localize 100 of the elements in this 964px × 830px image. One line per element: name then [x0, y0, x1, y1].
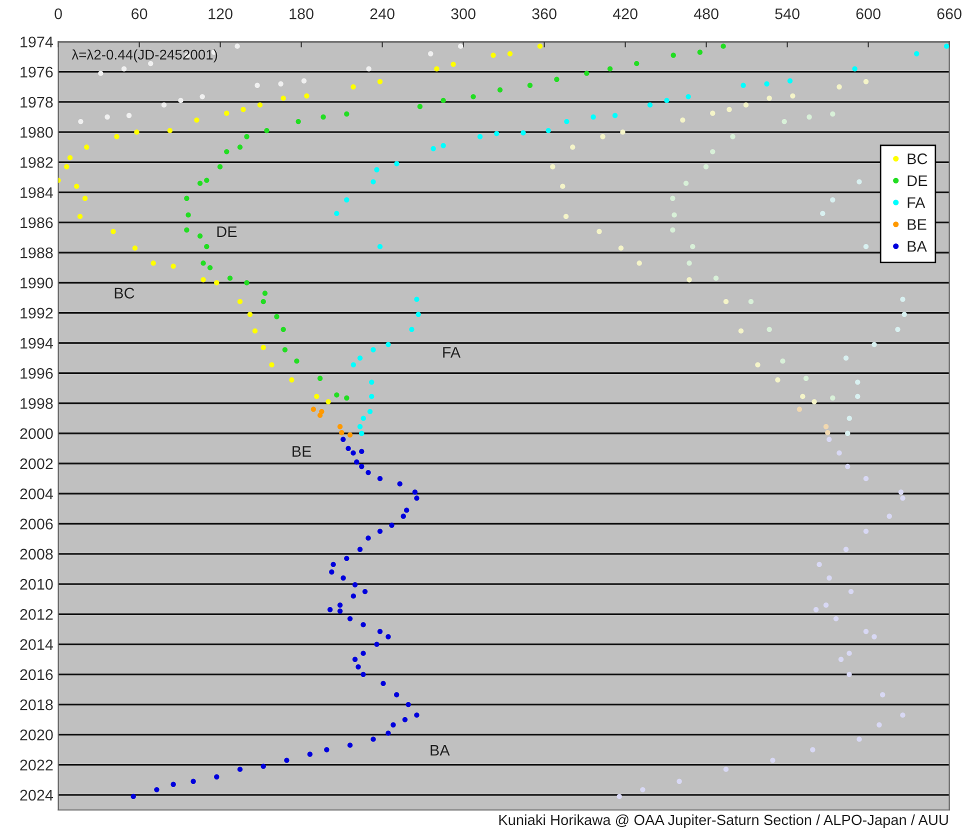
point [856, 736, 862, 742]
point [848, 588, 854, 594]
point [584, 70, 590, 76]
point [766, 326, 772, 332]
point [414, 296, 420, 302]
point [886, 514, 892, 519]
point [296, 118, 301, 124]
point [458, 44, 464, 49]
point [357, 424, 363, 430]
point [743, 102, 749, 108]
point [317, 376, 323, 381]
point [720, 44, 726, 49]
point [740, 82, 746, 88]
point [766, 96, 772, 101]
x-tick-label: 540 [775, 8, 800, 20]
point [366, 535, 371, 541]
point [900, 712, 906, 718]
point [730, 134, 736, 140]
point [787, 78, 793, 84]
point [346, 446, 351, 452]
point [863, 79, 869, 84]
point [726, 106, 732, 112]
point [440, 143, 446, 148]
point [224, 110, 230, 116]
y-tick-label: 1986 [20, 217, 53, 228]
point [697, 50, 703, 55]
point [282, 347, 288, 352]
point [380, 680, 386, 686]
point [369, 380, 374, 385]
point [377, 79, 383, 84]
x-tick-label: 240 [370, 8, 394, 20]
point [600, 134, 606, 140]
point [369, 394, 374, 400]
point [278, 81, 284, 86]
point [389, 522, 394, 528]
point [224, 149, 230, 154]
legend-label: BA [908, 241, 927, 252]
annotation: BC [114, 288, 134, 299]
point [856, 179, 862, 184]
point [780, 358, 786, 364]
point [670, 196, 676, 201]
point [386, 634, 391, 640]
point [400, 514, 406, 519]
y-tick-label: 2006 [20, 518, 53, 530]
y-tick-label: 1974 [20, 36, 53, 48]
point [350, 84, 356, 90]
point [257, 102, 263, 108]
point [620, 129, 626, 135]
point [362, 588, 368, 594]
point [340, 436, 346, 442]
point [686, 260, 692, 266]
point [110, 228, 116, 234]
point [404, 508, 410, 513]
point [560, 184, 566, 189]
point [252, 328, 258, 334]
point [846, 416, 852, 421]
point [863, 528, 869, 534]
point [823, 424, 829, 430]
point [755, 362, 760, 368]
point [845, 430, 850, 436]
point [748, 298, 754, 304]
point [197, 180, 203, 186]
point [237, 144, 243, 150]
point [836, 450, 842, 456]
point [402, 717, 408, 722]
point [344, 111, 350, 117]
point [703, 164, 709, 170]
point [690, 244, 696, 250]
point [78, 118, 84, 124]
point [82, 196, 88, 201]
point [800, 394, 806, 400]
point [826, 575, 832, 581]
y-tick-label: 2024 [20, 790, 53, 801]
point [237, 766, 243, 772]
x-tick-label: 120 [208, 8, 232, 20]
point [67, 155, 73, 160]
point [254, 82, 260, 88]
point [74, 184, 80, 189]
point [616, 794, 622, 800]
point [377, 244, 383, 250]
point [520, 130, 526, 136]
point [490, 52, 496, 58]
legend-label: FA [908, 197, 926, 208]
point [738, 328, 744, 334]
point [676, 778, 682, 784]
text: Kuniaki Horikawa @ OAA Jupiter-Saturn Section / ALPO-Japan / AUU [499, 814, 948, 828]
point [430, 146, 436, 152]
point [170, 782, 176, 787]
point [357, 355, 363, 361]
y-tick-label: 2004 [20, 488, 53, 500]
point [477, 134, 483, 140]
point [900, 296, 906, 302]
point [876, 722, 882, 728]
point [352, 656, 358, 662]
y-tick-label: 1976 [20, 66, 53, 78]
point [846, 672, 852, 678]
point [713, 276, 719, 281]
point [900, 496, 906, 501]
point [823, 602, 829, 608]
x-tick-label: 180 [290, 8, 314, 20]
